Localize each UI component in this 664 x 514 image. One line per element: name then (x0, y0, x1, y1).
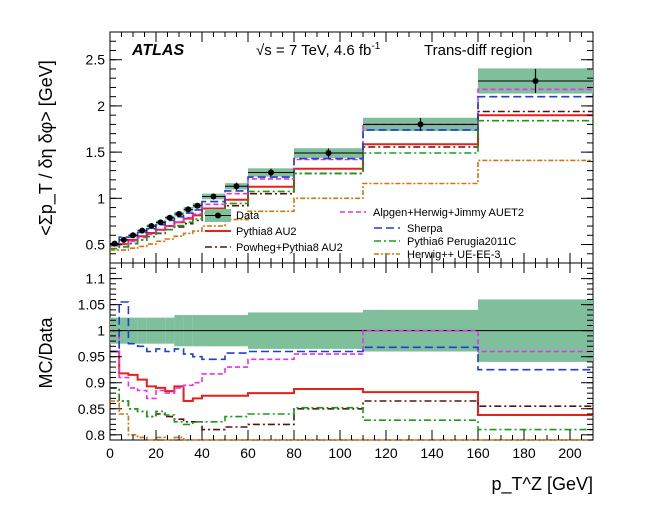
ratio-series-powheg-pythia8-au2 (110, 387, 593, 431)
x-tick-label: 80 (286, 445, 302, 461)
ratio-panel: 0.8 0.85 0.9 0.95 1 1.05 1.1 0 20 40 60 80 100 120 14… (36, 262, 594, 461)
legend-entry-pythia6: Pythia6 Perugia2011C (374, 236, 516, 248)
data-point-7 (176, 211, 182, 218)
y-tick-label: 1.5 (86, 144, 106, 160)
series-alpgen-herwig-jimmy-auet2 (110, 88, 593, 246)
legend-entry-sherpa: Sherpa (374, 223, 443, 235)
distribution-panel: 0.5 1 1.5 2 2.5 ATLAS √s = 7 TeV, 4.6 fb-1 T… (36, 31, 594, 264)
data-point-6 (166, 214, 173, 221)
ratio-series-alpgen-herwig-jimmy-auet2 (110, 329, 593, 400)
ratio-series-pythia6-perugia2011c (110, 387, 593, 431)
data-point-1 (120, 236, 127, 243)
legend-label-pythia8: Pythia8 AU2 (236, 226, 297, 238)
legend-label-data: Data (236, 210, 260, 222)
legend-entry-herwig: Herwig++ UE-EE-3 (374, 249, 501, 261)
data-point-15 (532, 77, 539, 84)
y-tick-label: 1.05 (78, 297, 105, 313)
x-tick-label: 120 (374, 445, 398, 461)
ratio-y-ticks: 0.8 0.85 0.9 0.95 1 1.05 1.1 (78, 262, 593, 443)
y-tick-label: 2 (97, 98, 105, 114)
top-x-ticks (109, 32, 594, 263)
legend-data-marker (215, 212, 221, 219)
legend-label-sherpa: Sherpa (407, 223, 443, 235)
y-tick-label: 1 (97, 323, 105, 339)
legend-entry-alpgen: Alpgen+Herwig+Jimmy AUET2 (340, 207, 524, 219)
top-plot-frame (109, 31, 594, 264)
data-point-4 (148, 223, 155, 230)
y-tick-label: 0.5 (86, 237, 106, 253)
legend-label-alpgen: Alpgen+Herwig+Jimmy AUET2 (373, 207, 524, 219)
legend-entry-pythia8: Pythia8 AU2 (205, 226, 297, 238)
legend-label-powheg: Powheg+Pythia8 AU2 (236, 242, 343, 254)
data-point-13 (325, 150, 332, 157)
x-tick-label: 20 (148, 445, 164, 461)
legend: Data Pythia8 AU2 Powheg+Pythia8 AU2 Alpg… (205, 207, 524, 261)
legend-entry-data: Data (205, 209, 260, 222)
legend-entry-powheg: Powheg+Pythia8 AU2 (205, 242, 343, 254)
y-tick-label: 0.9 (86, 375, 106, 391)
data-point-0 (111, 240, 118, 247)
legend-label-herwig: Herwig++ UE-EE-3 (407, 249, 501, 261)
x-tick-label: 100 (328, 445, 352, 461)
y-tick-label: 1 (97, 190, 105, 206)
data-point-11 (233, 183, 240, 190)
series-powheg-pythia8-au2 (110, 110, 593, 250)
series-sherpa (110, 95, 593, 247)
data-point-12 (268, 169, 274, 176)
x-tick-label: 140 (420, 445, 444, 461)
x-tick-label: 160 (466, 445, 490, 461)
atlas-label: ATLAS (131, 42, 184, 59)
ratio-y-axis-label: MC/Data (36, 317, 56, 389)
series-pythia6-perugia2011c (110, 119, 593, 250)
data-points (110, 68, 593, 247)
energy-lumi-label: √s = 7 TeV, 4.6 fb-1 (256, 41, 381, 59)
data-point-5 (157, 219, 164, 226)
y-tick-label: 0.8 (86, 427, 106, 443)
energy-lumi-text: √s = 7 TeV, 4.6 fb (256, 42, 371, 59)
x-tick-label: 40 (194, 445, 210, 461)
x-tick-label: 180 (512, 445, 536, 461)
data-point-10 (210, 193, 217, 200)
data-point-3 (139, 227, 146, 234)
ratio-series-sherpa (110, 301, 593, 371)
x-tick-label: 0 (106, 445, 114, 461)
top-y-axis-label: <Σp_T / δη δφ> [GeV] (36, 60, 57, 236)
series-herwig-ue-ee-3 (110, 159, 593, 251)
data-point-8 (185, 206, 192, 213)
x-tick-label: 200 (558, 445, 582, 461)
legend-label-pythia6: Pythia6 Perugia2011C (407, 236, 516, 248)
data-point-9 (194, 202, 201, 209)
top-y-ticks: 0.5 1 1.5 2 2.5 (86, 31, 593, 264)
region-label: Trans-diff region (424, 42, 532, 59)
lumi-exponent: -1 (371, 41, 380, 52)
x-axis-label: p_T^Z [GeV] (492, 474, 593, 495)
top-mc-series (110, 88, 593, 251)
y-tick-label: 0.85 (78, 401, 105, 417)
y-tick-label: 2.5 (86, 52, 106, 68)
x-tick-label: 60 (240, 445, 256, 461)
data-point-14 (417, 121, 424, 128)
y-tick-label: 0.95 (78, 349, 105, 365)
y-tick-label: 1.1 (86, 271, 106, 287)
data-point-2 (130, 232, 136, 239)
ratio-x-ticks: 0 20 40 60 80 100 120 140 160 180 200 (106, 263, 594, 461)
